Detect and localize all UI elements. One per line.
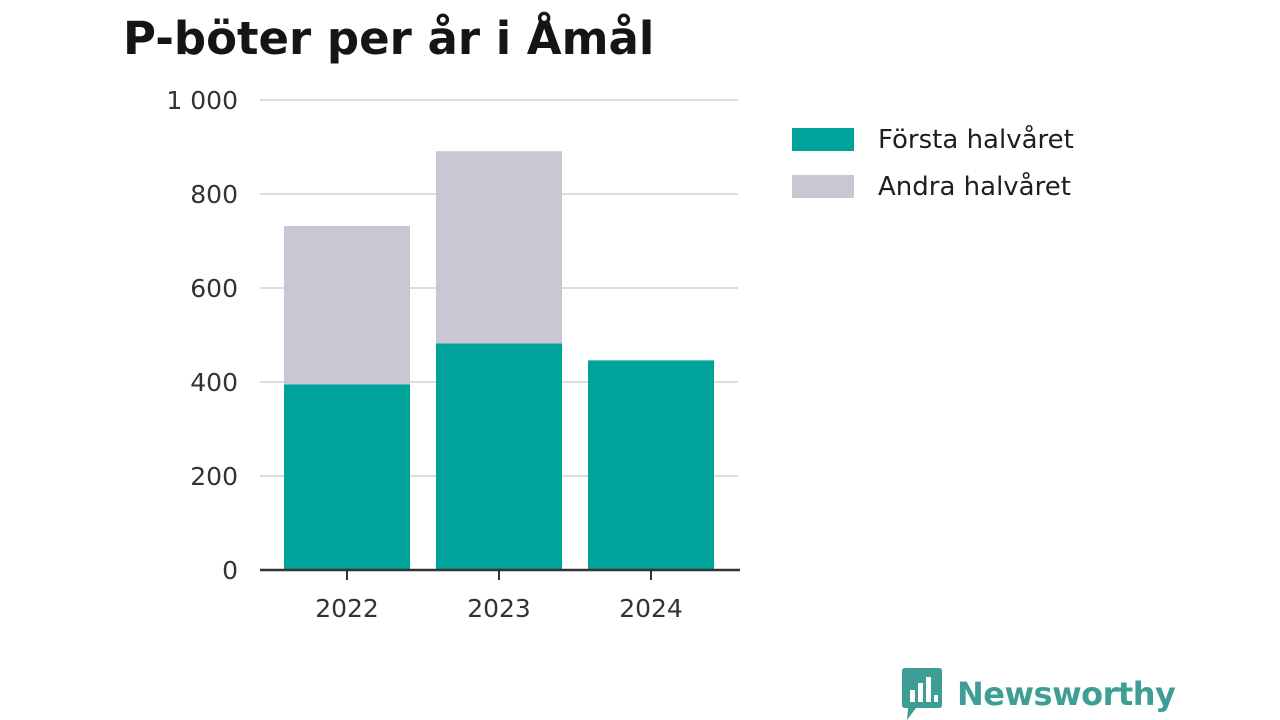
legend-label-first-half: Första halvåret <box>878 124 1074 155</box>
chart-title: P-böter per år i Åmål <box>123 12 655 65</box>
bar-2023-series-2 <box>436 151 562 344</box>
y-tick-label-800: 800 <box>190 180 238 209</box>
legend-item-second-half: Andra halvåret <box>792 163 1074 210</box>
axes: 0 200 400 600 800 1 000 2022 2023 2024 <box>166 86 740 623</box>
legend-item-first-half: Första halvåret <box>792 116 1074 163</box>
brand-name: Newsworthy <box>957 675 1176 713</box>
newsworthy-logo: Newsworthy <box>902 668 1176 720</box>
legend-label-second-half: Andra halvåret <box>878 171 1071 202</box>
bar-2022-series-2 <box>284 225 410 385</box>
x-tick-label-2023: 2023 <box>467 594 531 623</box>
y-tick-label-200: 200 <box>190 462 238 491</box>
y-tick-label-1000: 1 000 <box>166 86 238 115</box>
y-tick-label-400: 400 <box>190 368 238 397</box>
y-tick-label-600: 600 <box>190 274 238 303</box>
bar-2022-series-1 <box>284 384 410 570</box>
bar-2023-series-1 <box>436 343 562 570</box>
x-tick-label-2022: 2022 <box>315 594 379 623</box>
bars <box>284 151 714 570</box>
x-tick-label-2024: 2024 <box>619 594 683 623</box>
y-tick-label-0: 0 <box>222 556 238 585</box>
legend-swatch-second-half <box>792 175 854 198</box>
bar-chart-speech-bubble-icon <box>902 668 942 720</box>
legend: Första halvåret Andra halvåret <box>792 116 1074 210</box>
bar-2024-series-1 <box>588 360 714 570</box>
legend-swatch-first-half <box>792 128 854 151</box>
